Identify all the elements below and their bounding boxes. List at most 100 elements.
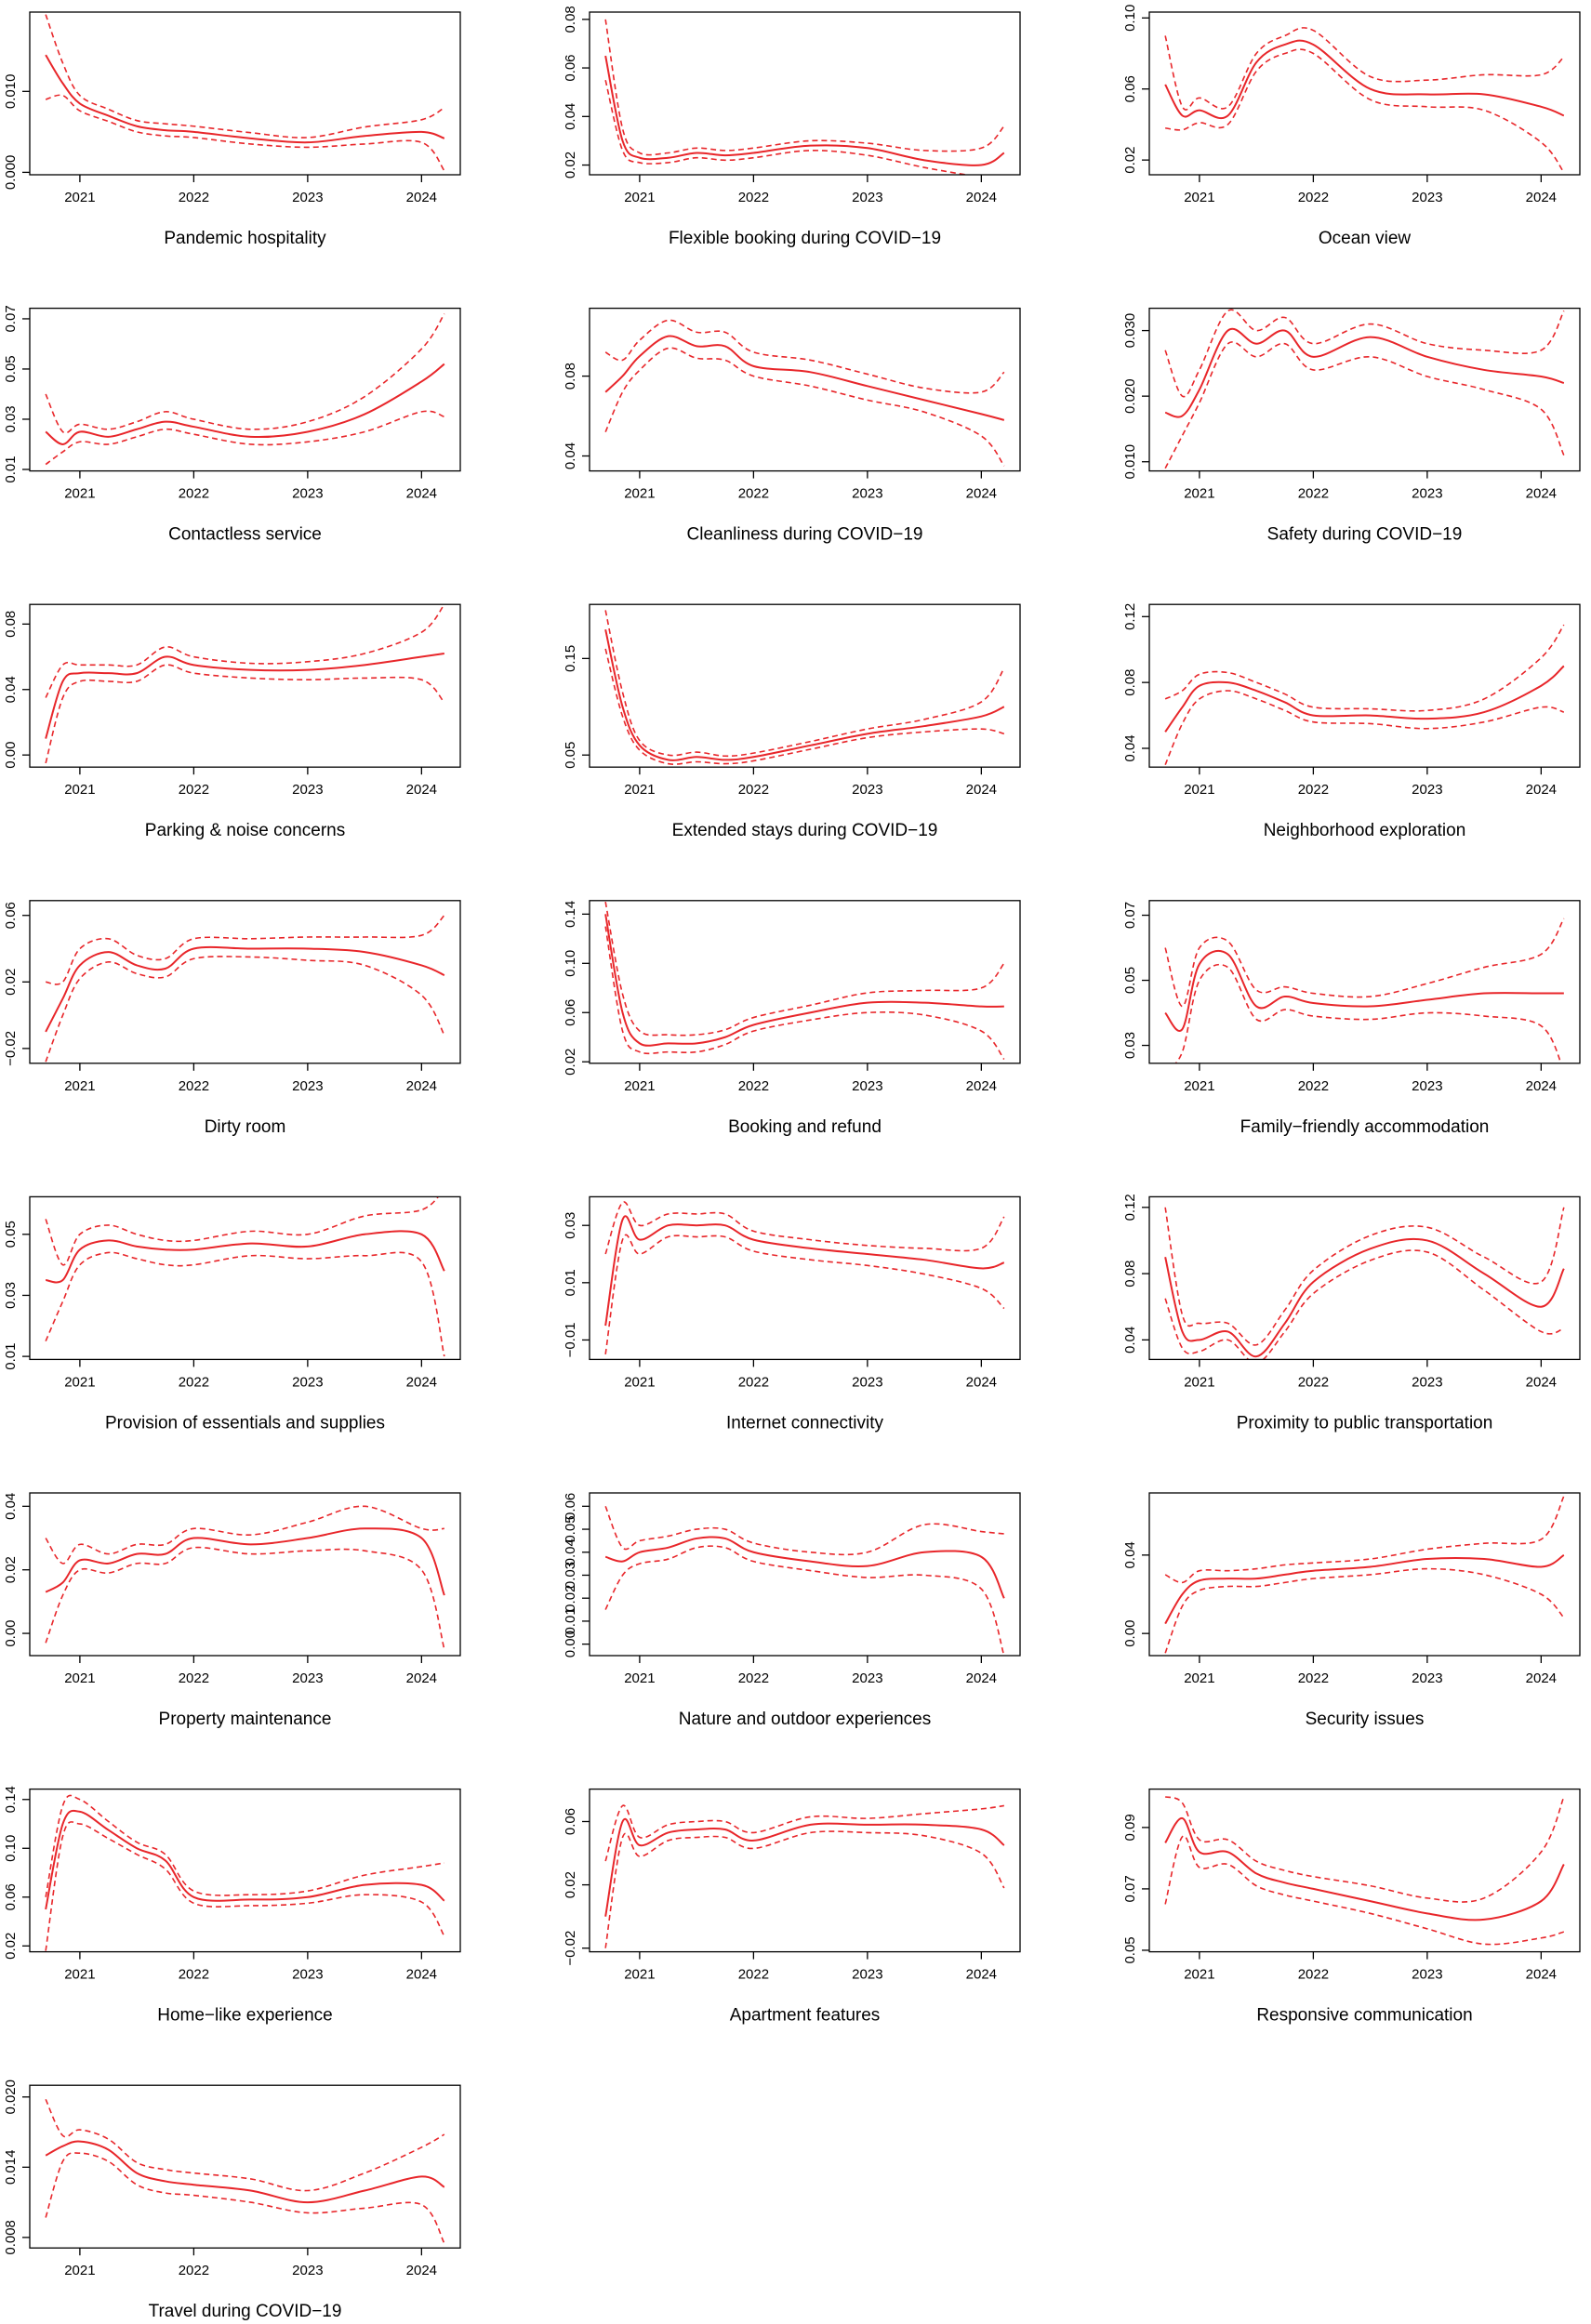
y-tick-label: 0.07 bbox=[1122, 1875, 1138, 1902]
x-tick-label: 2022 bbox=[1298, 782, 1329, 798]
plot-frame bbox=[1148, 307, 1581, 472]
band-line bbox=[45, 1546, 445, 1650]
y-tick-label: 0.014 bbox=[3, 2150, 19, 2185]
x-axis-label: Home−like experience bbox=[157, 2006, 333, 2026]
y-tick-label: 0.02 bbox=[3, 1556, 19, 1583]
y-tick-label: 0.07 bbox=[1122, 902, 1138, 929]
band-line bbox=[604, 19, 1005, 156]
y-tick-label: 0.10 bbox=[563, 950, 578, 977]
y-tick-label: 0.02 bbox=[563, 152, 578, 178]
x-tick-label: 2021 bbox=[1184, 190, 1214, 205]
band-line bbox=[604, 648, 1005, 765]
x-tick-label: 2022 bbox=[738, 1967, 769, 1983]
band-line bbox=[1174, 963, 1562, 1063]
x-tick-label: 2021 bbox=[64, 2263, 95, 2278]
x-axis-label: Property maintenance bbox=[159, 1710, 332, 1729]
band-line bbox=[45, 2152, 445, 2244]
y-tick-label: 0.00 bbox=[3, 1619, 19, 1646]
x-tick-label: 2021 bbox=[64, 486, 95, 502]
y-tick-label: 0.15 bbox=[563, 645, 578, 672]
x-axis-label: Responsive communication bbox=[1256, 2006, 1472, 2026]
x-axis-label: Flexible booking during COVID−19 bbox=[669, 229, 941, 248]
fit-line bbox=[604, 335, 1005, 421]
y-tick-label: 0.05 bbox=[563, 742, 578, 769]
x-tick-label: 2024 bbox=[966, 1967, 997, 1983]
plot-frame bbox=[29, 1492, 461, 1657]
x-tick-label: 2022 bbox=[179, 1967, 209, 1983]
x-tick-label: 2023 bbox=[852, 1374, 882, 1390]
x-tick-label: 2024 bbox=[406, 190, 437, 205]
band-line bbox=[604, 1506, 1004, 1556]
x-tick-label: 2022 bbox=[738, 1374, 769, 1390]
fit-line bbox=[1164, 1553, 1565, 1625]
panel: 2021 2022 2023 2024 0.02 0.04 0.06 0.08 Flexible… bbox=[563, 6, 1021, 248]
band-line bbox=[45, 1821, 445, 1951]
x-tick-label: 2021 bbox=[624, 486, 655, 502]
y-tick-label: 0.06 bbox=[3, 902, 19, 929]
y-tick-label: 0.06 bbox=[563, 1493, 578, 1520]
x-tick-label: 2022 bbox=[179, 1670, 209, 1686]
x-tick-label: 2022 bbox=[1298, 1670, 1329, 1686]
plot-frame bbox=[589, 1788, 1021, 1953]
plot-frame bbox=[589, 603, 1021, 768]
x-tick-label: 2021 bbox=[64, 1374, 95, 1390]
plot-frame bbox=[1148, 900, 1581, 1064]
y-tick-label: 0.03 bbox=[3, 1282, 19, 1309]
fit-line bbox=[1164, 950, 1564, 1032]
x-tick-label: 2023 bbox=[852, 190, 882, 205]
y-tick-label: 0.008 bbox=[3, 2220, 19, 2255]
x-tick-label: 2022 bbox=[179, 2263, 209, 2278]
band-line bbox=[604, 926, 1005, 1061]
plot-frame bbox=[589, 11, 1021, 176]
y-tick-label: 0.010 bbox=[1122, 444, 1138, 480]
x-tick-label: 2024 bbox=[1526, 1670, 1557, 1686]
band-line bbox=[604, 1201, 1005, 1255]
band-line bbox=[1164, 27, 1565, 111]
fit-line bbox=[45, 1527, 445, 1596]
y-tick-label: 0.08 bbox=[1122, 669, 1138, 696]
fit-line bbox=[604, 1215, 1005, 1327]
x-tick-label: 2021 bbox=[64, 1078, 95, 1094]
band-line bbox=[604, 347, 1005, 467]
panel: 2021 2022 2023 2024 0.05 0.15 Extended stays d… bbox=[563, 603, 1021, 840]
x-tick-label: 2021 bbox=[1184, 1670, 1214, 1686]
x-tick-label: 2021 bbox=[624, 1078, 655, 1094]
plot-frame bbox=[29, 307, 461, 472]
x-tick-label: 2023 bbox=[1412, 1374, 1442, 1390]
y-tick-label: 0.12 bbox=[1122, 603, 1138, 630]
plot-frame bbox=[1148, 1195, 1581, 1361]
band-line bbox=[1164, 341, 1565, 469]
x-tick-label: 2021 bbox=[624, 190, 655, 205]
band-line bbox=[45, 1505, 444, 1565]
fit-line bbox=[1164, 1237, 1565, 1358]
panel: 2021 2022 2023 2024 0.00 0.02 0.04 Property mai… bbox=[3, 1492, 461, 1729]
y-tick-label: 0.04 bbox=[563, 103, 578, 130]
y-tick-label: 0.08 bbox=[1122, 1260, 1138, 1287]
band-line bbox=[604, 901, 1005, 1037]
x-tick-label: 2024 bbox=[1526, 190, 1557, 205]
y-tick-label: 0.14 bbox=[3, 1786, 19, 1813]
y-tick-label: 0.09 bbox=[1122, 1814, 1138, 1841]
x-axis-label: Parking & noise concerns bbox=[145, 821, 345, 840]
x-axis-label: Contactless service bbox=[168, 525, 322, 545]
x-tick-label: 2022 bbox=[738, 782, 769, 798]
x-tick-label: 2022 bbox=[1298, 1374, 1329, 1390]
x-axis-label: Security issues bbox=[1306, 1710, 1425, 1729]
band-line bbox=[604, 1830, 1005, 1948]
x-tick-label: 2024 bbox=[406, 1670, 437, 1686]
x-tick-label: 2024 bbox=[966, 1670, 997, 1686]
x-tick-label: 2021 bbox=[64, 1967, 95, 1983]
fit-line bbox=[604, 1536, 1005, 1599]
x-tick-label: 2023 bbox=[1412, 190, 1442, 205]
band-line bbox=[45, 664, 445, 764]
panel: 2021 2022 2023 2024 0.02 0.06 0.10 0.14 Home−lik… bbox=[3, 1786, 461, 2026]
x-tick-label: 2022 bbox=[179, 1078, 209, 1094]
x-tick-label: 2024 bbox=[966, 1374, 997, 1390]
band-line bbox=[1164, 624, 1565, 712]
x-tick-label: 2024 bbox=[406, 1967, 437, 1983]
panel: 2021 2022 2023 2024 0.00 0.04 0.08 Parking & no… bbox=[3, 603, 461, 840]
y-tick-label: 0.06 bbox=[3, 1883, 19, 1910]
y-tick-label: 0.00 bbox=[1122, 1620, 1138, 1647]
x-tick-label: 2024 bbox=[1526, 486, 1557, 502]
x-tick-label: 2023 bbox=[292, 1078, 323, 1094]
